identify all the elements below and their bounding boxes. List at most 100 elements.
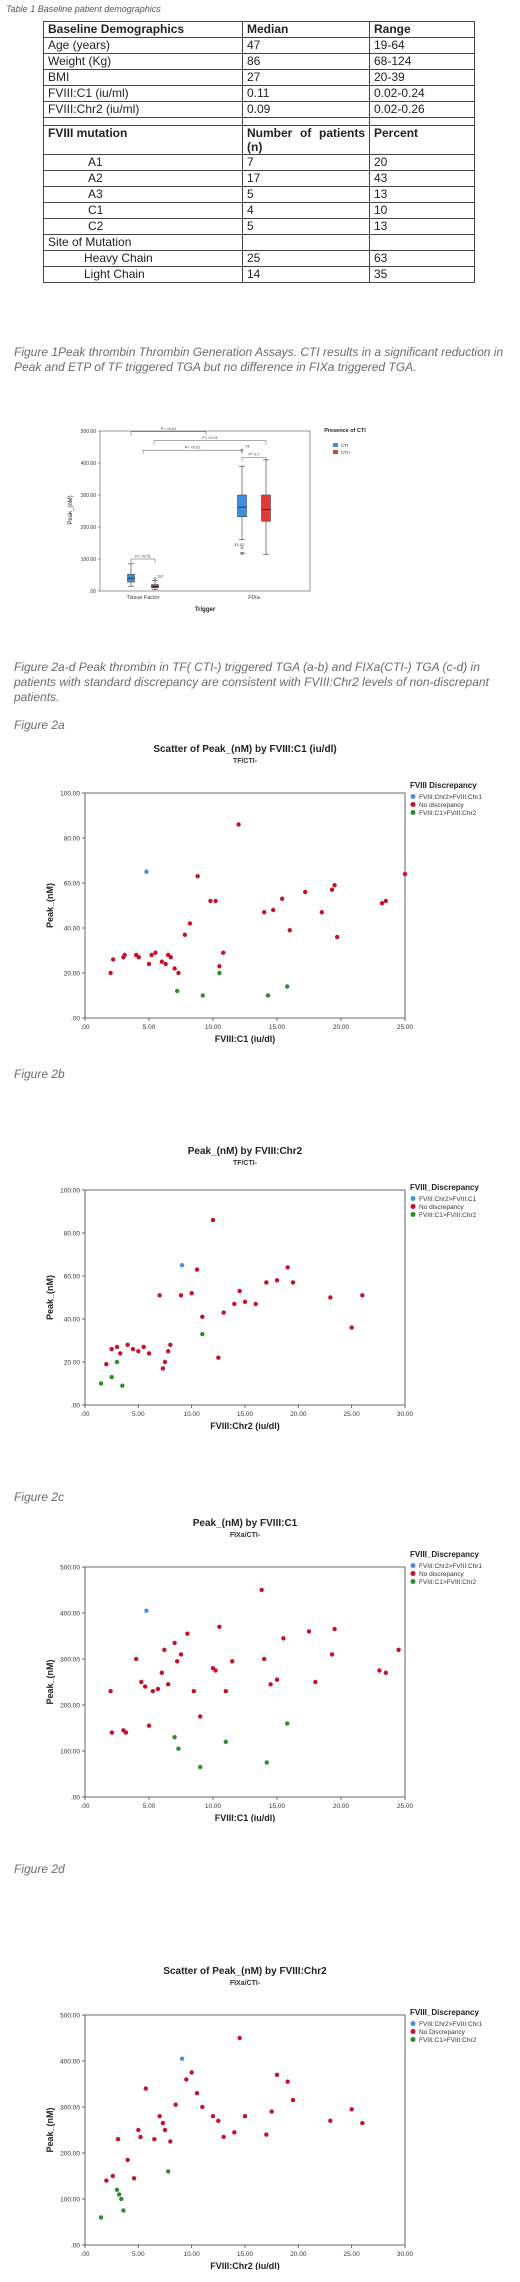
y-tick-label: .00 xyxy=(71,1403,80,1410)
figure2c-label: Figure 2c xyxy=(14,1490,65,1504)
data-point xyxy=(144,869,149,874)
data-point xyxy=(349,2107,354,2112)
data-point xyxy=(166,1349,171,1354)
data-point xyxy=(118,1351,123,1356)
legend-label: FVIII:C1>FVIII:Chr2 xyxy=(419,810,477,817)
data-point xyxy=(262,910,267,915)
table-row: BMI 27 20-39 xyxy=(43,69,475,86)
data-point xyxy=(163,961,168,967)
table-cell: 20-39 xyxy=(369,69,475,86)
legend-title: Presence of CTI xyxy=(324,428,366,434)
data-point xyxy=(285,2079,290,2084)
x-axis-label: FVIII:Chr2 (iu/dl) xyxy=(210,1421,280,1431)
significance-bracket xyxy=(142,449,243,455)
table-cell: A1 xyxy=(43,154,243,171)
data-point xyxy=(162,1647,167,1652)
data-point xyxy=(383,898,388,904)
data-point xyxy=(104,2178,109,2183)
data-point xyxy=(216,1355,221,1360)
x-tick-label: FIXa xyxy=(248,595,261,601)
y-tick-label: 200.00 xyxy=(60,1703,80,1710)
data-point xyxy=(262,1656,267,1662)
chart-subtitle: TF/CTI- xyxy=(233,758,258,765)
x-tick-label: .00 xyxy=(80,2251,89,2258)
data-point xyxy=(134,1656,139,1662)
x-tick-label: 10.00 xyxy=(205,1024,222,1031)
chart-title: Scatter of Peak_(nM) by FVIII:Chr2 xyxy=(163,1966,327,1977)
table-row: C1 4 10 xyxy=(43,202,475,219)
data-point xyxy=(178,1293,184,1298)
data-point xyxy=(194,1267,200,1272)
figure1-caption: Figure 1Peak thrombin Thrombin Generatio… xyxy=(14,345,504,374)
data-point xyxy=(184,2077,189,2082)
table-cell: Weight (Kg) xyxy=(43,53,243,70)
data-point xyxy=(144,1608,149,1613)
table-cell: 0.11 xyxy=(242,85,370,102)
data-point xyxy=(290,2097,296,2103)
data-point xyxy=(162,1359,168,1365)
data-point xyxy=(264,1760,269,1765)
y-axis-label: Peak_(nM) xyxy=(45,883,55,928)
data-point xyxy=(332,1626,337,1632)
data-point xyxy=(200,1331,205,1337)
outlier-label: 112 xyxy=(157,574,164,579)
data-point xyxy=(306,1629,312,1634)
outlier-label: 40 xyxy=(240,551,245,556)
data-point xyxy=(349,1325,354,1330)
data-point xyxy=(178,1652,184,1657)
data-point xyxy=(131,2176,137,2181)
box-outlier xyxy=(240,551,244,555)
data-point xyxy=(166,2169,171,2174)
data-point xyxy=(115,2137,121,2142)
table-row: A1 7 20 xyxy=(43,154,475,171)
data-point xyxy=(189,1291,194,1296)
data-point xyxy=(377,1668,382,1673)
x-tick-label: 10.00 xyxy=(205,1803,222,1810)
data-point xyxy=(149,952,154,958)
y-tick-label: 100.00 xyxy=(60,1749,80,1756)
p-value-label: P< <0.01 xyxy=(202,436,217,440)
y-tick-label: .00 xyxy=(71,1795,80,1802)
data-point xyxy=(98,2215,104,2220)
y-tick-label: .00 xyxy=(71,2243,80,2250)
box-body xyxy=(261,494,271,522)
legend-marker xyxy=(410,2021,416,2026)
data-point xyxy=(109,1730,115,1735)
data-point xyxy=(114,1359,120,1365)
table-cell: 5 xyxy=(242,186,370,203)
y-tick-label: 100.00 xyxy=(60,2197,80,2204)
legend-label: No Discrepancy xyxy=(419,2029,466,2036)
data-point xyxy=(328,2118,333,2123)
data-point xyxy=(274,2072,280,2077)
data-point xyxy=(108,970,113,976)
data-point xyxy=(189,2070,194,2075)
y-tick-label: 100.00 xyxy=(81,557,97,563)
x-tick-label: 25.00 xyxy=(397,1024,414,1031)
legend-title: FVIII_Discrepancy xyxy=(410,2008,479,2017)
data-point xyxy=(159,959,164,964)
y-tick-label: 400.00 xyxy=(60,2059,80,2066)
x-tick-label: 15.00 xyxy=(237,1411,254,1418)
x-tick-label: 15.00 xyxy=(269,1803,286,1810)
y-tick-label: 40.00 xyxy=(64,926,81,933)
data-point xyxy=(302,889,308,895)
table-row: Light Chain 14 35 xyxy=(43,266,475,283)
table-cell: A3 xyxy=(43,186,243,203)
data-point xyxy=(125,1342,130,1347)
data-point xyxy=(141,1344,146,1350)
y-tick-label: 80.00 xyxy=(64,1231,81,1238)
legend-label: FVIII:C1>FVIII:Chr2 xyxy=(419,1579,477,1586)
data-point xyxy=(230,1659,235,1664)
data-point xyxy=(150,1689,156,1694)
y-axis-label: Peak_(nM) xyxy=(45,1659,55,1704)
chart-title: Peak_(nM) by FVIII:C1 xyxy=(193,1518,298,1529)
outlier-label: 74 xyxy=(245,444,250,449)
data-point xyxy=(172,1640,177,1646)
table-cell: 0.02-0.26 xyxy=(369,101,475,118)
data-point xyxy=(383,1670,388,1675)
table-cell: 25 xyxy=(242,250,370,267)
legend-marker xyxy=(333,450,338,454)
box-outlier xyxy=(153,577,157,581)
data-point xyxy=(162,2127,168,2133)
data-point xyxy=(110,2173,115,2179)
